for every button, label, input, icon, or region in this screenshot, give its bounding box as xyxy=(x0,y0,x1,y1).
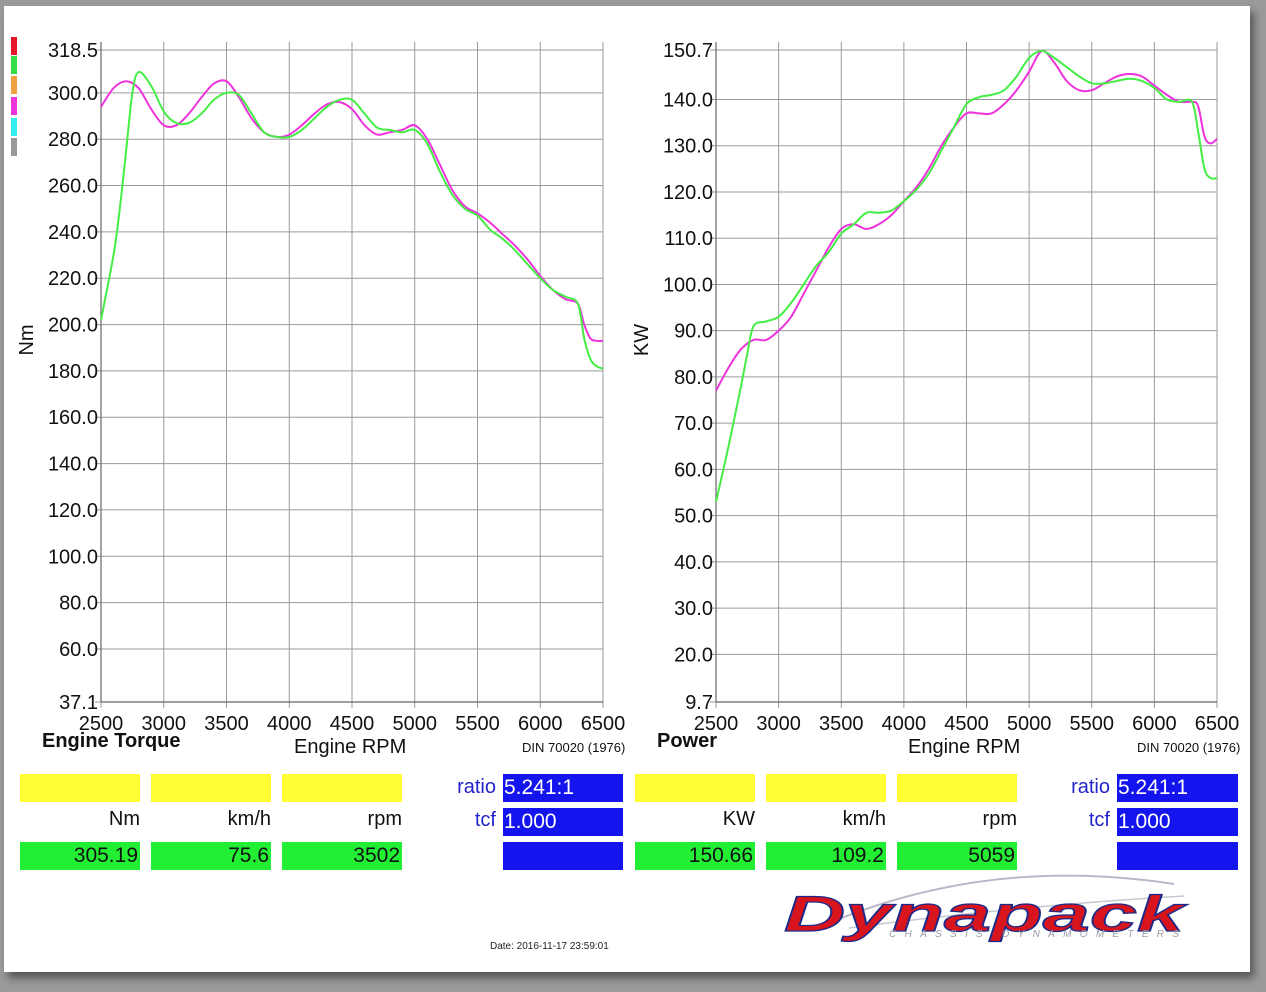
power-x-tick-label: 3500 xyxy=(819,713,864,735)
torque-series-line-1 xyxy=(100,79,604,342)
power-y-tick-label: 120.0 xyxy=(663,182,713,204)
torque-ratio-label: ratio xyxy=(457,776,496,798)
power-y-tick-label: 50.0 xyxy=(674,506,713,528)
legend-swatch xyxy=(11,97,17,115)
torque-value-rpm: 3502 xyxy=(282,842,402,870)
torque-y-tick-label: 160.0 xyxy=(48,407,98,429)
torque-standard-label: DIN 70020 (1976) xyxy=(522,740,626,755)
power-plot: 150.7 140.0 130.0 120.0 110.0 100.0 90.0 80.0 70… xyxy=(631,40,1239,735)
power-yellow-box-1 xyxy=(635,774,755,802)
torque-series-line-2 xyxy=(100,70,604,370)
power-x-axis-label: Engine RPM xyxy=(908,736,1021,758)
torque-x-tick-label: 6500 xyxy=(581,713,626,735)
power-x-tick-label: 5500 xyxy=(1070,713,1115,735)
torque-y-tick-label: 200.0 xyxy=(48,315,98,337)
power-value-kmh: 109.2 xyxy=(766,842,886,870)
report-date: Date: 2016-11-17 23:59:01 xyxy=(490,941,609,952)
torque-y-tick-label: 180.0 xyxy=(48,361,98,383)
torque-chart: 318.5 300.0 280.0 260.0 240.0 220.0 200.0 180.0… xyxy=(16,40,1239,735)
legend-swatch xyxy=(11,76,17,94)
torque-x-tick-label: 5500 xyxy=(455,713,500,735)
torque-y-tick-label: 80.0 xyxy=(59,593,98,615)
torque-y-axis-label: Nm xyxy=(16,324,38,355)
torque-ratio-value: 5.241:1 xyxy=(503,774,623,802)
torque-value-nm: 305.19 xyxy=(20,842,140,870)
power-y-tick-label: 130.0 xyxy=(663,136,713,158)
power-y-tick-label: 110.0 xyxy=(664,228,713,250)
legend-swatch xyxy=(11,56,17,74)
power-yellow-box-2 xyxy=(766,774,886,802)
power-unit-rpm: rpm xyxy=(982,808,1017,830)
power-standard-label: DIN 70020 (1976) xyxy=(1137,740,1241,755)
torque-yellow-box-1 xyxy=(20,774,140,802)
torque-x-tick-label: 3000 xyxy=(142,713,187,735)
power-y-tick-label: 9.7 xyxy=(685,692,713,714)
legend-swatch xyxy=(11,118,17,136)
power-y-tick-label: 40.0 xyxy=(674,552,713,574)
torque-y-tick-label: 100.0 xyxy=(48,546,98,568)
power-series-line-2 xyxy=(715,49,1218,503)
power-blank-blue-box xyxy=(1117,842,1238,870)
power-y-tick-label: 30.0 xyxy=(674,598,713,620)
torque-unit-rpm: rpm xyxy=(367,808,402,830)
legend-swatch xyxy=(11,138,17,156)
torque-y-tick-label: 140.0 xyxy=(48,454,98,476)
power-y-tick-label: 150.7 xyxy=(663,40,713,62)
power-y-tick-label: 80.0 xyxy=(674,367,713,389)
torque-y-tick-label: 120.0 xyxy=(48,500,98,522)
legend-swatch xyxy=(11,37,17,55)
power-yellow-box-3 xyxy=(897,774,1017,802)
torque-y-tick-label: 260.0 xyxy=(48,176,98,198)
power-series-line-1 xyxy=(715,49,1218,392)
torque-x-tick-label: 6000 xyxy=(518,713,563,735)
power-chart-title: Power xyxy=(657,730,718,752)
torque-y-tick-label: 300.0 xyxy=(48,83,98,105)
torque-x-tick-label: 4500 xyxy=(330,713,375,735)
power-unit-kw: KW xyxy=(722,808,755,830)
torque-unit-kmh: km/h xyxy=(227,808,271,830)
torque-chart-title: Engine Torque xyxy=(42,730,181,752)
power-tcf-label: tcf xyxy=(1088,809,1110,831)
power-unit-kmh: km/h xyxy=(842,808,886,830)
torque-blank-blue-box xyxy=(503,842,623,870)
torque-x-tick-label: 3500 xyxy=(204,713,249,735)
power-x-tick-label: 4500 xyxy=(944,713,989,735)
power-x-tick-label: 6000 xyxy=(1132,713,1177,735)
torque-y-tick-label: 318.5 xyxy=(48,40,98,62)
dyno-report-sheet: 318.5 300.0 280.0 260.0 240.0 220.0 200.0 180.0… xyxy=(4,6,1250,972)
torque-y-tick-label: 37.1 xyxy=(59,692,98,714)
torque-x-tick-label: 2500 xyxy=(79,713,124,735)
power-x-tick-label: 2500 xyxy=(694,713,739,735)
torque-tcf-value: 1.000 xyxy=(503,808,623,836)
torque-yellow-box-3 xyxy=(282,774,402,802)
power-x-tick-label: 4000 xyxy=(882,713,927,735)
power-ratio-value: 5.241:1 xyxy=(1117,774,1238,802)
torque-unit-nm: Nm xyxy=(108,808,140,830)
power-tcf-value: 1.000 xyxy=(1117,808,1238,836)
torque-y-tick-label: 60.0 xyxy=(59,639,98,661)
power-y-tick-label: 100.0 xyxy=(663,274,713,296)
power-y-tick-label: 70.0 xyxy=(674,413,713,435)
torque-x-axis-label: Engine RPM xyxy=(294,736,407,758)
power-y-tick-label: 20.0 xyxy=(674,644,713,666)
power-y-tick-label: 140.0 xyxy=(663,89,713,111)
power-y-tick-label: 90.0 xyxy=(674,321,713,343)
torque-value-kmh: 75.6 xyxy=(151,842,271,870)
torque-x-tick-label: 4000 xyxy=(267,713,312,735)
power-x-tick-label: 3000 xyxy=(756,713,801,735)
power-x-tick-label: 5000 xyxy=(1007,713,1052,735)
power-ratio-label: ratio xyxy=(1071,776,1110,798)
torque-plot: 318.5 300.0 280.0 260.0 240.0 220.0 200.0 180.0… xyxy=(16,40,625,735)
torque-y-tick-label: 220.0 xyxy=(48,268,98,290)
power-value-kw: 150.66 xyxy=(635,842,755,870)
torque-tcf-label: tcf xyxy=(474,809,496,831)
torque-yellow-box-2 xyxy=(151,774,271,802)
power-y-tick-label: 60.0 xyxy=(674,459,713,481)
power-value-rpm: 5059 xyxy=(897,842,1017,870)
torque-x-tick-label: 5000 xyxy=(393,713,438,735)
torque-y-tick-label: 240.0 xyxy=(48,222,98,244)
torque-y-tick-label: 280.0 xyxy=(48,129,98,151)
power-x-tick-label: 6500 xyxy=(1195,713,1240,735)
power-y-axis-label: KW xyxy=(631,324,653,356)
